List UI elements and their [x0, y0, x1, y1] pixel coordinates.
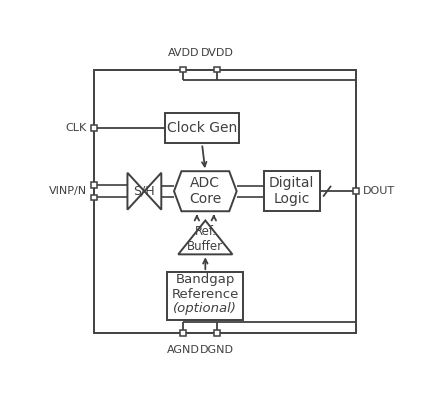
Text: CLK: CLK — [66, 123, 87, 133]
Bar — [90, 125, 97, 131]
Bar — [90, 182, 97, 188]
Text: Bandgap
Reference: Bandgap Reference — [172, 273, 239, 301]
Bar — [214, 330, 220, 336]
Bar — [94, 70, 356, 333]
Text: Digital
Logic: Digital Logic — [269, 176, 314, 206]
Text: Ref.
Buffer: Ref. Buffer — [187, 225, 223, 253]
Text: DVDD: DVDD — [201, 48, 234, 58]
Text: (optional): (optional) — [173, 302, 237, 315]
Bar — [165, 113, 239, 144]
Bar — [167, 272, 243, 320]
Bar — [214, 67, 220, 72]
Polygon shape — [174, 171, 237, 211]
Text: Clock Gen: Clock Gen — [167, 121, 237, 135]
Text: VINP/N: VINP/N — [49, 186, 87, 196]
Text: DGND: DGND — [200, 345, 234, 355]
Bar — [180, 330, 186, 336]
Polygon shape — [128, 173, 144, 210]
Text: AVDD: AVDD — [167, 48, 199, 58]
Bar — [353, 188, 359, 194]
Text: DOUT: DOUT — [363, 186, 395, 196]
Polygon shape — [178, 220, 232, 254]
Text: ADC
Core: ADC Core — [189, 176, 222, 206]
Text: AGND: AGND — [167, 345, 200, 355]
Polygon shape — [144, 173, 161, 210]
Bar — [180, 67, 186, 72]
Bar — [90, 195, 97, 200]
Text: S/H: S/H — [134, 185, 155, 198]
Bar — [264, 171, 319, 211]
